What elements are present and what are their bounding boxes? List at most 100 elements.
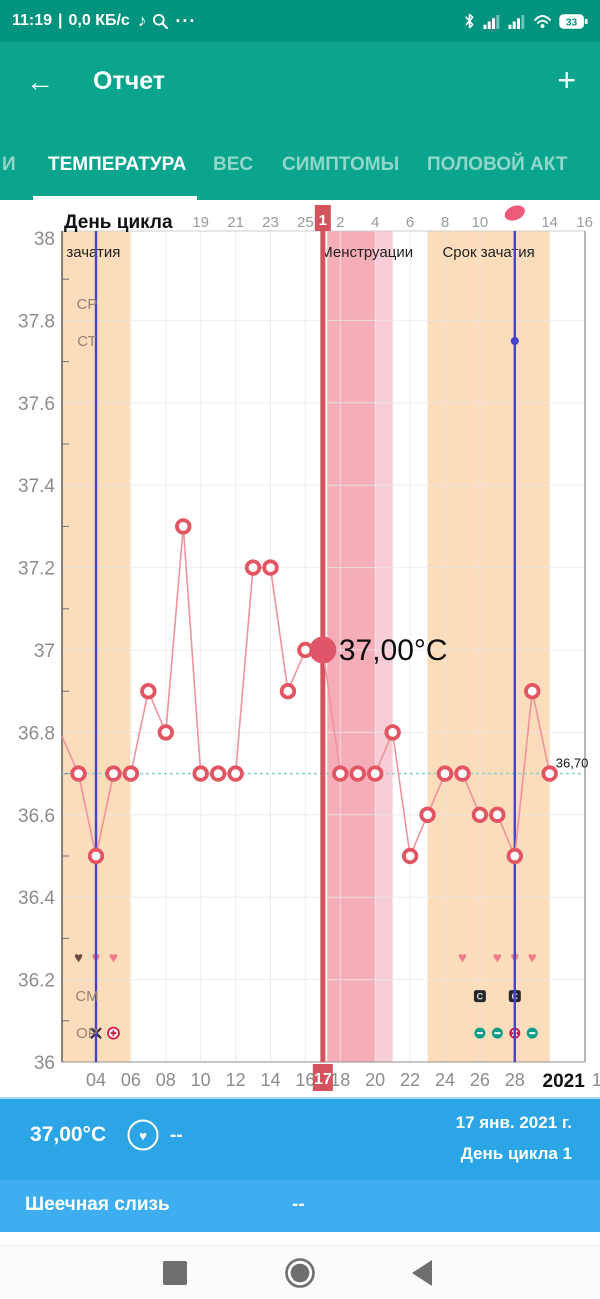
temp-point[interactable]: [419, 806, 436, 824]
tab-intercourse[interactable]: ПОЛОВОЙ АКТ: [427, 154, 568, 175]
cycle-day-tick: 4: [371, 214, 379, 231]
temp-point[interactable]: [367, 765, 384, 782]
temp-point[interactable]: [436, 765, 454, 782]
chart-region-labels: зачатия Менструации Срок зачатия: [66, 244, 534, 261]
temp-point[interactable]: [262, 559, 279, 576]
current-date: 17: [314, 1071, 332, 1088]
ovulation-dot-icon: [504, 205, 525, 221]
active-tab-indicator: [33, 196, 197, 200]
cervical-mucus-icon: [473, 990, 486, 1003]
date-tick: 28: [505, 1070, 525, 1090]
status-separator: |: [58, 12, 63, 29]
cycle-day-tick: 25: [297, 214, 314, 231]
panel-gap: [0, 1232, 600, 1245]
day-summary-panel[interactable]: 37,00°C ♥ -- 17 янв. 2021 г. День цикла …: [0, 1097, 600, 1180]
tab-weight[interactable]: ВЕС: [213, 154, 254, 175]
cycle-day-tick: 2: [336, 214, 344, 231]
temp-point[interactable]: [524, 683, 541, 700]
summary-date: 17 янв. 2021 г.: [455, 1113, 572, 1132]
date-tick: 10: [191, 1070, 211, 1090]
temp-point[interactable]: [192, 765, 209, 782]
temp-point[interactable]: [332, 765, 349, 782]
top-axis-title: День цикла: [64, 212, 173, 233]
svg-text:C: C: [477, 992, 484, 1002]
selected-temp-point[interactable]: [309, 636, 337, 664]
chart-axis-labels: 36 36.2 36.4 36.6 36.8 37 37.2 37.4 37.6 37.8 38 Де…: [18, 205, 600, 1092]
temp-point[interactable]: [489, 806, 506, 824]
temp-point[interactable]: [122, 765, 140, 782]
overflow-dots-icon: ···: [175, 10, 197, 31]
tab-previous-clipped[interactable]: И: [2, 154, 16, 175]
date-tick: 18: [330, 1070, 350, 1090]
tab-symptoms[interactable]: СИМПТОМЫ: [282, 154, 400, 175]
temp-point[interactable]: [140, 683, 157, 700]
date-tick: 26: [470, 1070, 490, 1090]
temp-point[interactable]: [471, 806, 489, 824]
coverline-value: 36,70: [556, 756, 589, 771]
temp-point[interactable]: [401, 847, 419, 865]
cycle-day-tick: 10: [472, 214, 489, 231]
cervical-mucus-label: Шеечная слизь: [25, 1194, 170, 1215]
date-tick: 04: [86, 1070, 106, 1090]
date-tick: 24: [435, 1070, 455, 1090]
signal-sim2-icon: [508, 14, 525, 29]
battery-icon: 33: [559, 13, 588, 29]
back-nav-button[interactable]: [410, 1259, 434, 1287]
year-label: 2021: [543, 1071, 586, 1092]
y-tick-label: 36.4: [18, 888, 55, 909]
y-tick-label: 36.8: [18, 723, 55, 744]
cycle-day-tick: 14: [541, 214, 558, 231]
app-header: ← Отчет +: [0, 42, 600, 130]
intimacy-heart-icon: ♥: [109, 949, 118, 966]
temperature-series[interactable]: 37,00°C: [61, 518, 558, 865]
temp-point[interactable]: [244, 559, 262, 576]
temp-point[interactable]: [87, 847, 105, 865]
add-button[interactable]: +: [557, 62, 576, 98]
back-button[interactable]: ←: [26, 66, 54, 97]
temp-point[interactable]: [541, 765, 558, 782]
temp-point[interactable]: [70, 765, 87, 782]
temp-point[interactable]: [175, 518, 192, 535]
intimacy-heart-icon: ♥: [493, 949, 502, 966]
temperature-chart[interactable]: 36 36.2 36.4 36.6 36.8 37 37.2 37.4 37.6 37.8 38 Де…: [0, 200, 600, 1097]
cycle-day-tick: ': [147, 214, 150, 231]
intimacy-heart-icon: ♥: [528, 949, 537, 966]
y-tick-label: 36: [34, 1053, 55, 1074]
y-tick-label: 36.2: [18, 971, 55, 992]
chart-row-labels: СР СТ СМ ОР: [75, 296, 98, 1042]
coverline: 36,70: [62, 756, 589, 775]
ovulation-line-dot: [510, 337, 519, 345]
android-nav-bar: [0, 1245, 600, 1299]
row-label: СМ: [75, 988, 98, 1005]
date-tick: 16: [295, 1070, 315, 1090]
band-mens_light: [375, 231, 393, 1062]
temp-point[interactable]: [105, 765, 122, 782]
recents-button[interactable]: [162, 1260, 188, 1286]
temp-point[interactable]: [157, 724, 175, 741]
tab-bar: И ТЕМПЕРАТУРА ВЕС СИМПТОМЫ ПОЛОВОЙ АКТ: [0, 130, 600, 200]
row-label: ОР: [76, 1025, 98, 1042]
cycle-day-tick: 21: [227, 214, 244, 231]
chart-area: 36 36.2 36.4 36.6 36.8 37 37.2 37.4 37.6 37.8 38 Де…: [0, 200, 600, 1097]
ovulation-lines: [94, 231, 519, 1062]
network-speed: 0,0 КБ/с: [68, 12, 130, 29]
heart-glyph: ♥: [139, 1129, 147, 1144]
cycle-day-tick: 19: [192, 214, 209, 231]
cervical-mucus-row[interactable]: Шеечная слизь --: [0, 1180, 600, 1232]
temp-point[interactable]: [384, 724, 401, 741]
tab-temperature[interactable]: ТЕМПЕРАТУРА: [48, 154, 187, 175]
temp-point[interactable]: [349, 765, 366, 782]
y-tick-label: 36.6: [18, 806, 55, 827]
home-button[interactable]: [283, 1256, 317, 1290]
y-tick-label: 37: [34, 641, 55, 662]
y-tick-label: 37.6: [18, 394, 55, 415]
temp-point[interactable]: [279, 683, 297, 700]
region-label: Менструации: [320, 244, 413, 261]
temp-point[interactable]: [227, 765, 244, 782]
intimacy-heart-icon: ♥: [458, 949, 467, 966]
temp-point[interactable]: [209, 765, 227, 782]
temp-point[interactable]: [454, 765, 471, 782]
selected-temp-label: 37,00°C: [339, 634, 448, 667]
temp-point[interactable]: [506, 847, 524, 865]
